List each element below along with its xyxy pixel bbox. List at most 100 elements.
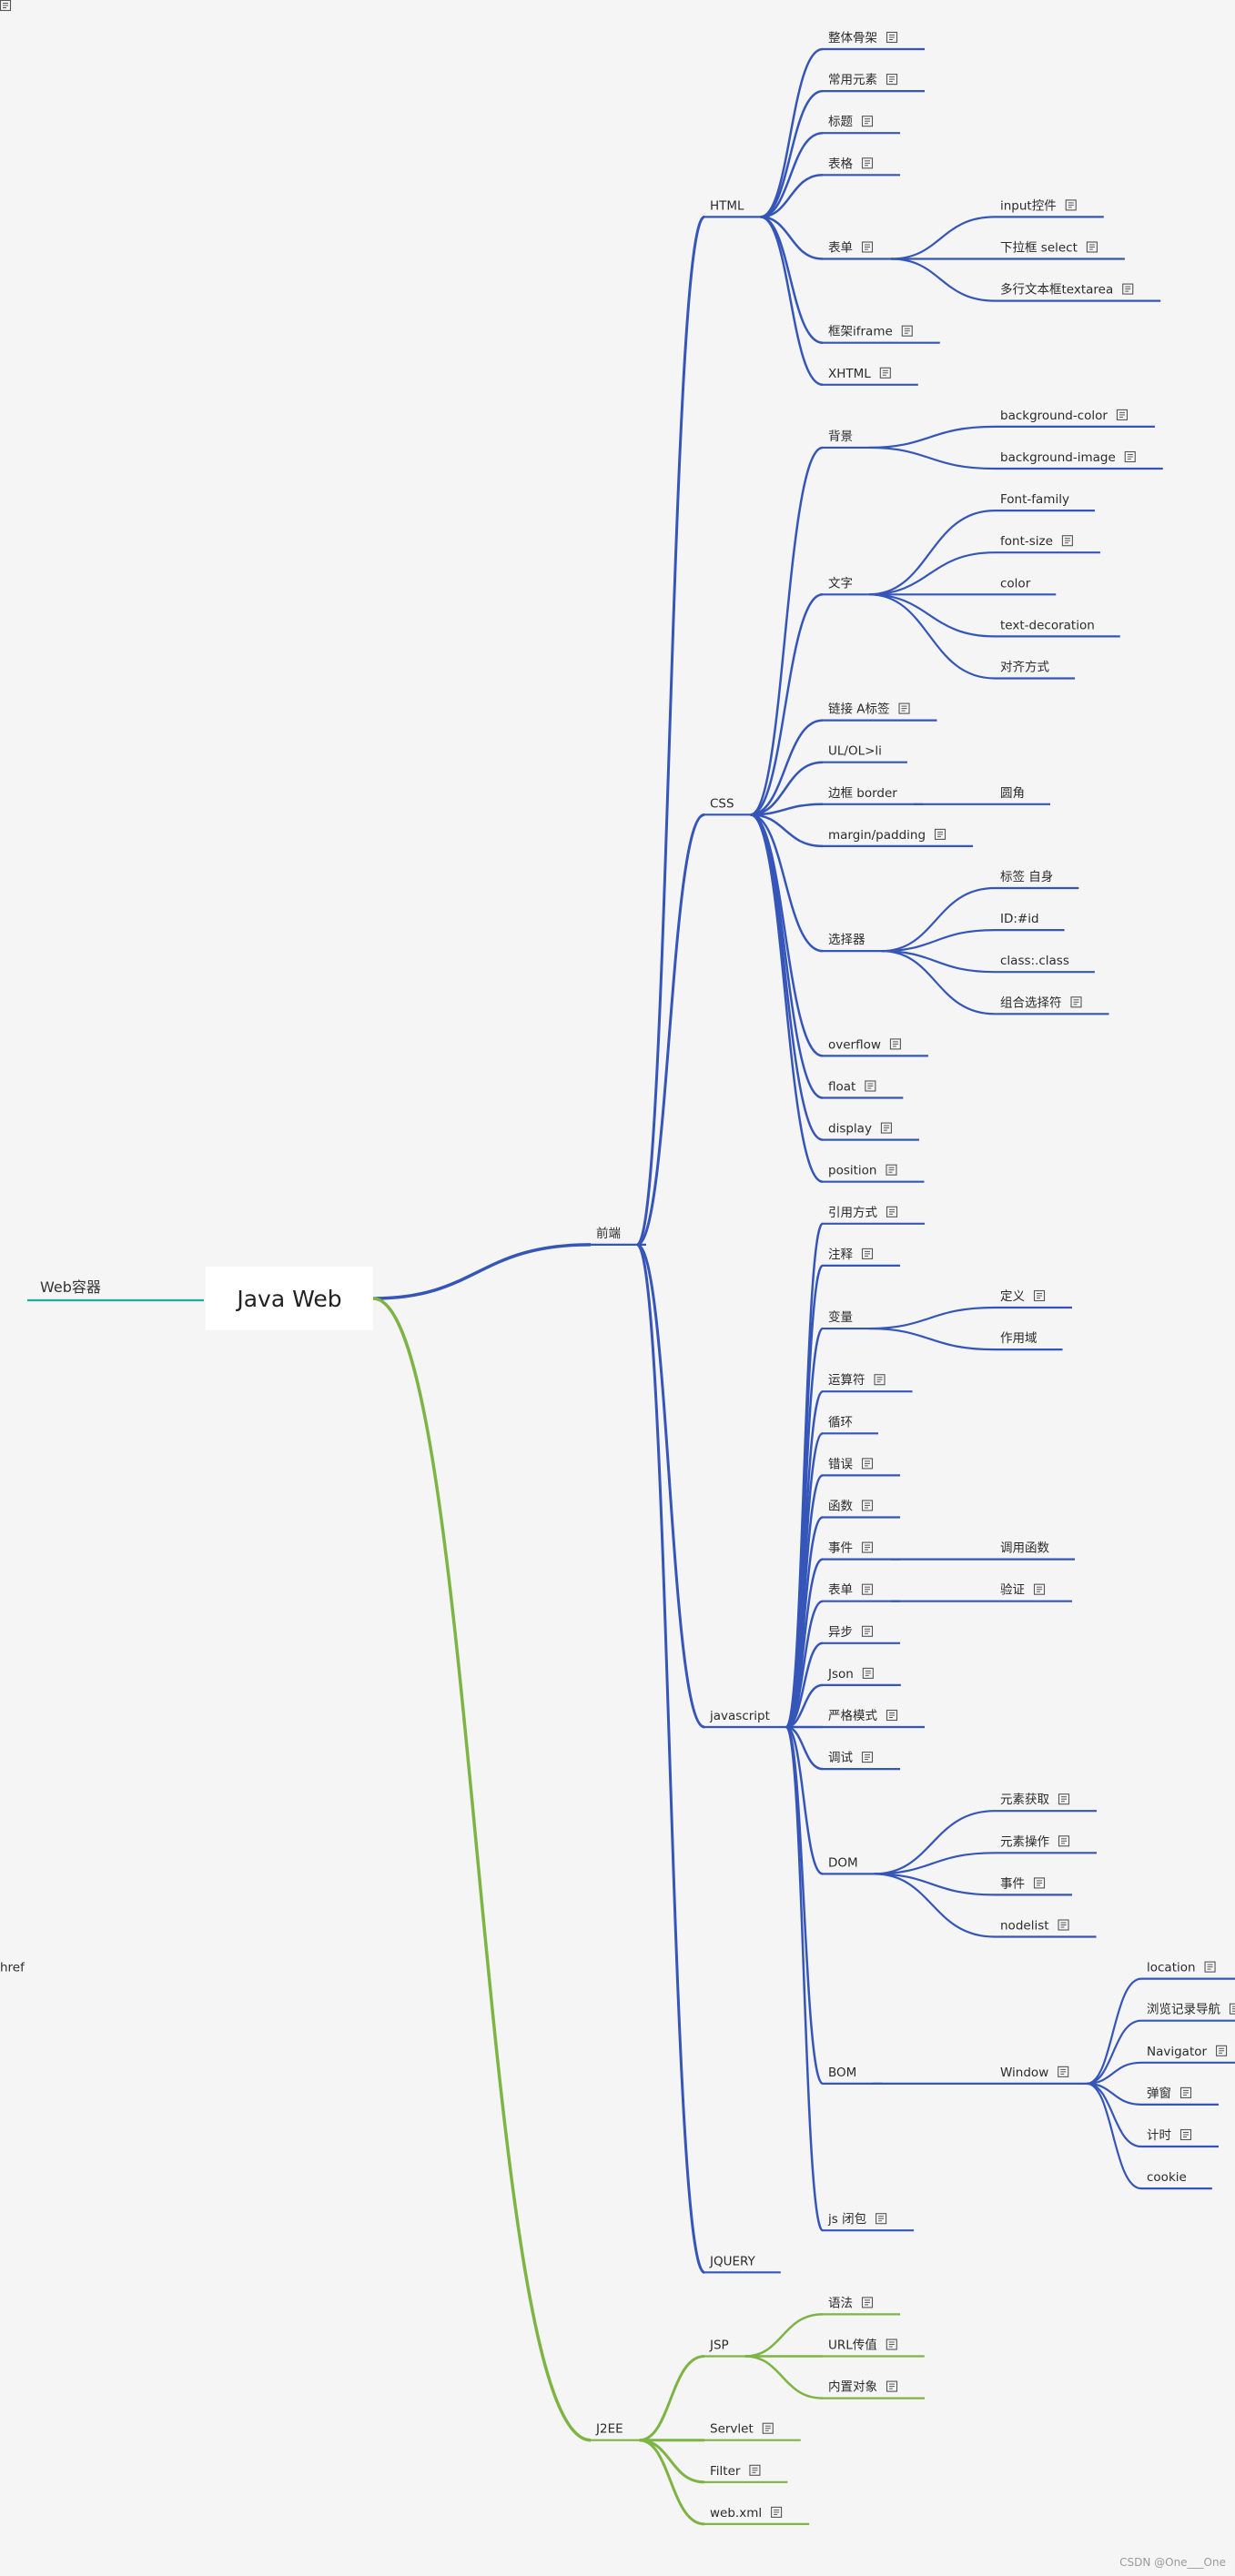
topic-n0-css-margin-padding[interactable]: margin/padding <box>828 828 926 843</box>
topic-n0-javascript-n4[interactable]: 循环 <box>828 1415 853 1429</box>
topic-n0-javascript-n1[interactable]: 注释 <box>828 1248 854 1262</box>
topic-n0[interactable]: 前端 <box>596 1226 621 1241</box>
note-icon[interactable] <box>934 828 946 840</box>
topic-n0-javascript-n2-n1[interactable]: 作用域 <box>1000 1331 1038 1346</box>
topic-n0-javascript-n8-n0[interactable]: 验证 <box>1000 1583 1025 1598</box>
topic-n0-html-n0[interactable]: 整体骨架 <box>828 31 877 45</box>
topic-n0-css-float[interactable]: float <box>828 1080 855 1095</box>
note-icon[interactable] <box>874 1374 886 1386</box>
topic-j2ee-jsp-url[interactable]: URL传值 <box>828 2339 877 2353</box>
topic-n0-html-n1[interactable]: 常用元素 <box>828 73 877 87</box>
topic-n0-css-overflow[interactable]: overflow <box>828 1037 881 1052</box>
topic-j2ee-jsp-n0[interactable]: 语法 <box>828 2296 853 2310</box>
topic-n0-javascript-dom-n1[interactable]: 元素操作 <box>1000 1834 1049 1849</box>
topic-n0-css-n6[interactable]: 选择器 <box>828 933 866 947</box>
note-icon[interactable] <box>1124 450 1136 463</box>
topic-n0-css-n6-n0[interactable]: 标签 自身 <box>1000 869 1053 884</box>
topic-j2ee-servlet[interactable]: Servlet <box>710 2422 754 2437</box>
topic-n0-javascript-n2[interactable]: 变量 <box>828 1310 853 1325</box>
topic-n0-css-a[interactable]: 链接 A标签 <box>828 702 890 717</box>
note-icon[interactable] <box>886 1164 897 1176</box>
note-icon[interactable] <box>886 1709 898 1722</box>
topic-n0-css-n0[interactable]: 背景 <box>828 429 853 444</box>
note-icon[interactable] <box>1065 199 1077 211</box>
topic-n0-css-n1-font-family[interactable]: Font-family <box>1000 492 1069 507</box>
note-icon[interactable] <box>862 1667 874 1679</box>
topic-n0-css-n0-background-color[interactable]: background-color <box>1000 409 1108 423</box>
note-icon[interactable] <box>1058 1835 1070 1847</box>
topic-n0-javascript-bom-window-n4[interactable]: 计时 <box>1147 2128 1171 2143</box>
note-icon[interactable] <box>886 2380 898 2392</box>
topic-n0-javascript-js[interactable]: js 闭包 <box>827 2212 866 2227</box>
note-icon[interactable] <box>861 1458 874 1470</box>
topic-n0-javascript-bom-window-n3[interactable]: 弹窗 <box>1147 2086 1171 2101</box>
root-topic-box[interactable] <box>206 1267 373 1330</box>
topic-n0-javascript-bom[interactable]: BOM <box>828 2066 856 2080</box>
note-icon[interactable] <box>861 1625 874 1637</box>
note-icon[interactable] <box>771 2506 783 2518</box>
note-icon[interactable] <box>861 1583 874 1595</box>
topic-n0-css-display[interactable]: display <box>828 1122 872 1136</box>
topic-n0-javascript-n7[interactable]: 事件 <box>828 1541 853 1556</box>
topic-n0-javascript-bom-window-navigator[interactable]: Navigator <box>1147 2045 1208 2059</box>
note-icon[interactable] <box>880 1122 892 1134</box>
topic-n0-jquery[interactable]: JQUERY <box>709 2254 756 2268</box>
note-icon[interactable] <box>1033 1583 1046 1595</box>
topic-n0-javascript-json[interactable]: Json <box>827 1667 854 1682</box>
topic-n0-javascript-dom-n0[interactable]: 元素获取 <box>1000 1793 1049 1807</box>
topic-n0-javascript[interactable]: javascript <box>709 1709 770 1723</box>
topic-n0-html-xhtml[interactable]: XHTML <box>828 367 871 381</box>
note-icon[interactable] <box>861 116 874 127</box>
note-icon[interactable] <box>898 702 910 714</box>
note-icon[interactable] <box>861 1752 874 1763</box>
topic-j2ee-web-xml[interactable]: web.xml <box>710 2506 762 2520</box>
note-icon[interactable] <box>1061 535 1073 547</box>
topic-n0-javascript-dom-n2[interactable]: 事件 <box>1000 1876 1025 1891</box>
topic-n0-javascript-dom-nodelist[interactable]: nodelist <box>1000 1919 1049 1934</box>
topic-j2ee-jsp-n2[interactable]: 内置对象 <box>828 2380 877 2395</box>
topic-n0-javascript-dom[interactable]: DOM <box>828 1855 858 1870</box>
note-icon[interactable] <box>1116 409 1129 420</box>
note-icon[interactable] <box>1058 1793 1070 1805</box>
topic-n0-css[interactable]: CSS <box>710 796 734 811</box>
note-icon[interactable] <box>901 325 913 337</box>
topic-n0-html[interactable]: HTML <box>710 198 744 213</box>
topic-n0-javascript-n9[interactable]: 异步 <box>828 1625 853 1640</box>
topic-n0-css-n1-font-size[interactable]: font-size <box>1000 534 1053 549</box>
note-icon[interactable] <box>1229 2003 1235 2015</box>
topic-j2ee[interactable]: J2EE <box>595 2422 623 2437</box>
topic-n0-css-ul-ol-li[interactable]: UL/OL>li <box>828 744 882 759</box>
topic-n0-javascript-bom-window-location-href[interactable]: href <box>0 1961 25 1975</box>
note-icon[interactable] <box>861 241 874 253</box>
topic-n0-javascript-n12[interactable]: 调试 <box>828 1751 854 1765</box>
floating-topic-web-container[interactable]: Web容器 <box>40 1278 101 1296</box>
topic-n0-javascript-n8[interactable]: 表单 <box>828 1583 853 1598</box>
note-icon[interactable] <box>861 1541 874 1553</box>
topic-n0-javascript-bom-window-cookie[interactable]: cookie <box>1147 2170 1187 2185</box>
note-icon[interactable] <box>886 74 898 86</box>
topic-n0-javascript-n7-n0[interactable]: 调用函数 <box>1000 1541 1049 1556</box>
note-icon[interactable] <box>861 157 874 169</box>
note-icon[interactable] <box>886 1206 898 1217</box>
note-icon[interactable] <box>865 1080 876 1092</box>
topic-n0-javascript-n5[interactable]: 错误 <box>828 1457 854 1471</box>
topic-j2ee-jsp[interactable]: JSP <box>709 2339 729 2353</box>
note-icon[interactable] <box>1179 2086 1192 2098</box>
topic-n0-javascript-n0[interactable]: 引用方式 <box>828 1206 877 1220</box>
topic-n0-html-n2[interactable]: 标题 <box>828 115 853 129</box>
note-icon[interactable] <box>1058 1919 1069 1931</box>
topic-n0-css-position[interactable]: position <box>828 1164 876 1178</box>
topic-n0-javascript-n2-n0[interactable]: 定义 <box>1000 1289 1025 1304</box>
note-icon[interactable] <box>0 0 12 12</box>
note-icon[interactable] <box>1216 2045 1228 2056</box>
note-icon[interactable] <box>1033 1289 1046 1302</box>
topic-n0-css-n6-class-class[interactable]: class:.class <box>1000 954 1069 968</box>
note-icon[interactable] <box>886 31 898 44</box>
note-icon[interactable] <box>1179 2128 1192 2141</box>
note-icon[interactable] <box>861 1248 874 1259</box>
topic-n0-css-n1-n4[interactable]: 对齐方式 <box>1000 661 1049 675</box>
topic-n0-css-n1-color[interactable]: color <box>1000 576 1031 591</box>
note-icon[interactable] <box>1070 996 1082 1008</box>
topic-n0-css-n0-background-image[interactable]: background-image <box>1000 450 1116 465</box>
note-icon[interactable] <box>889 1038 901 1050</box>
